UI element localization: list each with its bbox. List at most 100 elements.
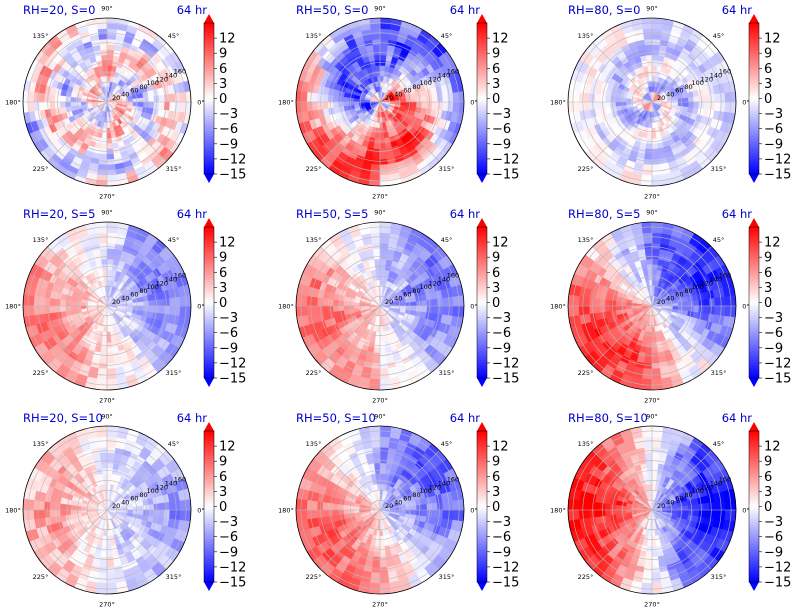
heatmap-cell <box>400 101 407 106</box>
radial-tick-label: 100 <box>419 79 431 87</box>
heatmap-cell <box>651 242 661 250</box>
colorbar-segment <box>477 106 487 109</box>
colorbar-segment <box>749 158 759 162</box>
heatmap-cell <box>641 22 653 30</box>
heatmap-cell <box>604 95 611 103</box>
heatmap-cell <box>132 101 139 107</box>
heatmap-cell <box>38 92 45 103</box>
panel-title: RH=50, S=5 <box>296 207 368 221</box>
colorbar-segment <box>477 367 487 371</box>
heatmap-cell <box>372 43 381 51</box>
heatmap-cell <box>457 101 464 114</box>
heatmap-cell <box>169 101 176 112</box>
colorbar-segment <box>477 70 487 74</box>
radial-tick-label: 160 <box>447 272 459 280</box>
colorbar-segment <box>204 239 214 243</box>
colorbar-segment <box>204 252 214 255</box>
angle-tick-label: 315° <box>439 165 455 173</box>
angle-tick-label: 315° <box>166 165 182 173</box>
colorbar-segment <box>749 35 759 39</box>
colorbar-segment <box>204 136 214 140</box>
heatmap-cell <box>103 122 108 129</box>
colorbar-tick-label: −9 <box>492 137 511 152</box>
heatmap-cell <box>95 179 108 186</box>
colorbar-tick-label: −6 <box>219 122 238 137</box>
colorbar-tick-label: −6 <box>219 326 238 341</box>
colorbar-tick-label: 0 <box>492 296 500 311</box>
radial-tick-label: 40 <box>394 294 402 302</box>
heatmap-cell <box>106 85 110 92</box>
angle-tick-label: 225° <box>33 369 49 377</box>
heatmap-cell <box>372 357 381 365</box>
heatmap-cell <box>379 268 386 276</box>
angular-gridline <box>379 305 440 366</box>
heatmap-cell <box>311 305 318 316</box>
colorbar-segment <box>749 131 759 135</box>
heatmap-cell <box>379 85 383 92</box>
heatmap-cell <box>148 299 155 307</box>
heatmap-cell <box>646 132 653 140</box>
heatmap-cell <box>431 101 439 110</box>
colorbar-segment <box>477 234 487 238</box>
panel-time-label: 64 hr <box>177 3 208 17</box>
heatmap-cell <box>588 93 596 103</box>
heatmap-cell <box>651 258 659 265</box>
colorbar-segment <box>477 262 487 266</box>
radial-tick-label: 100 <box>419 283 431 291</box>
heatmap-cell <box>442 92 449 103</box>
colorbar-segment <box>477 302 487 306</box>
heatmap-cell <box>583 92 590 103</box>
radial-tick-label: 140 <box>710 72 722 80</box>
colorbar-segment <box>204 151 214 155</box>
heatmap-cell <box>644 357 653 365</box>
heatmap-cell <box>100 258 108 265</box>
colorbar-segment <box>204 242 214 245</box>
colorbar-tick-label: 0 <box>219 92 227 107</box>
heatmap-cell <box>457 305 464 318</box>
colorbar-segment <box>204 53 214 57</box>
panel-time-label: 64 hr <box>450 3 481 17</box>
colorbar-segment <box>204 299 214 303</box>
heatmap-cell <box>376 326 381 333</box>
colorbar-segment <box>204 161 214 165</box>
colorbar-segment <box>477 50 487 54</box>
heatmap-cell <box>379 158 389 166</box>
colorbar-tick-label: 3 <box>219 77 227 92</box>
colorbar-tick-label: 12 <box>492 32 509 47</box>
colorbar-segment <box>477 133 487 137</box>
heatmap-cell <box>572 91 580 103</box>
colorbar-segment <box>204 355 214 359</box>
angle-tick-label: 225° <box>578 165 594 173</box>
heatmap-cell <box>379 18 392 25</box>
colorbar-segment <box>204 146 214 150</box>
heatmap-cell <box>300 101 308 113</box>
radial-tick-label: 100 <box>146 283 158 291</box>
heatmap-cell <box>644 153 653 161</box>
colorbar-tick-label: −9 <box>492 341 511 356</box>
heatmap-cell <box>642 33 653 40</box>
polar-frame <box>295 221 465 391</box>
colorbar-segment <box>477 43 487 46</box>
heatmap-cell <box>708 101 716 111</box>
heatmap-cell <box>640 179 653 186</box>
colorbar-segment <box>204 310 214 313</box>
heatmap-cell <box>106 64 113 72</box>
colorbar-segment <box>204 95 214 99</box>
heatmap-cell <box>311 101 318 112</box>
heatmap-cell <box>374 132 381 140</box>
colorbar-segment <box>204 28 214 31</box>
heatmap-cell <box>372 153 381 161</box>
heatmap-cell <box>630 98 637 103</box>
colorbar-segment <box>477 158 487 162</box>
heatmap-cell <box>651 33 662 40</box>
colorbar-segment <box>749 148 759 152</box>
colorbar-segment <box>204 347 214 351</box>
heatmap-cell <box>436 297 444 307</box>
heatmap-cell <box>106 38 116 46</box>
heatmap-cell <box>132 305 139 311</box>
colorbar-segment <box>749 38 759 41</box>
polar-frame <box>567 17 737 187</box>
heatmap-cell <box>379 289 383 296</box>
